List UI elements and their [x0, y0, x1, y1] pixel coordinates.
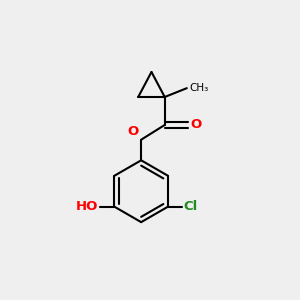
Text: HO: HO — [76, 200, 98, 213]
Text: Cl: Cl — [184, 200, 198, 213]
Text: CH₃: CH₃ — [189, 83, 208, 93]
Text: O: O — [128, 124, 139, 138]
Text: O: O — [190, 118, 202, 131]
